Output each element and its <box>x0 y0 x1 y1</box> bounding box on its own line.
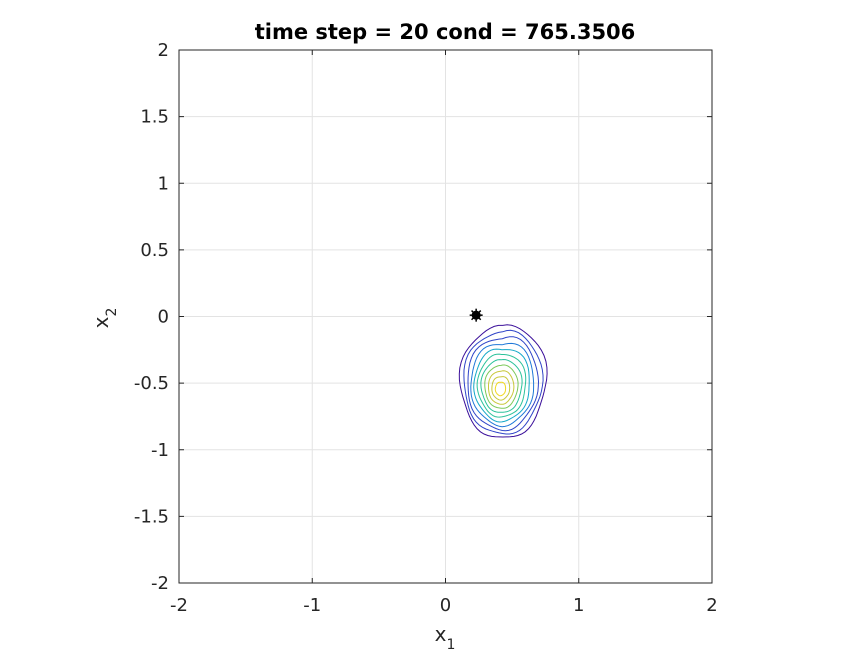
contour-line <box>488 370 515 405</box>
y-tick-label: -1.5 <box>134 506 169 527</box>
x-axis-ticks: -2 -1 0 1 2 <box>170 50 718 616</box>
x-tick-label: 1 <box>573 595 584 616</box>
marker-star-stroke <box>471 310 482 321</box>
x-axis-label-base: x <box>435 622 447 646</box>
y-tick-label: 0.5 <box>140 240 169 261</box>
contour-line <box>484 364 519 409</box>
contour-line <box>467 336 540 432</box>
y-tick-label: -1 <box>151 440 169 461</box>
contour-line <box>480 358 523 413</box>
x-tick-label: -2 <box>170 595 188 616</box>
start-marker <box>469 308 483 322</box>
plot-area <box>178 49 713 584</box>
contour-line <box>491 376 511 401</box>
x-tick-label: -1 <box>303 595 321 616</box>
x-axis-label-sub: 1 <box>446 637 455 653</box>
x-tick-label: 2 <box>706 595 717 616</box>
y-tick-label: -0.5 <box>134 373 169 394</box>
y-tick-label: -2 <box>151 573 169 594</box>
contour-lines <box>458 324 548 438</box>
y-axis-label: x2 <box>89 308 120 329</box>
y-axis-label-sub: 2 <box>104 308 120 317</box>
y-axis-ticks: -2 -1.5 -1 -0.5 0 0.5 1 1.5 2 <box>134 40 712 594</box>
y-tick-label: 1 <box>158 173 169 194</box>
x-axis-label: x1 <box>435 622 456 653</box>
y-tick-label: 0 <box>158 307 169 328</box>
contour-line <box>476 353 527 418</box>
y-tick-label: 2 <box>158 40 169 61</box>
contour-line <box>494 381 507 397</box>
y-axis-label-base: x <box>89 316 113 328</box>
chart-title: time step = 20 cond = 765.3506 <box>255 20 636 44</box>
contour-line <box>473 348 530 423</box>
y-tick-label: 1.5 <box>140 107 169 128</box>
x-tick-label: 0 <box>440 595 451 616</box>
contour-line <box>458 324 548 438</box>
contour-line <box>470 342 535 428</box>
grid-lines <box>179 50 712 583</box>
contour-line <box>463 329 544 435</box>
